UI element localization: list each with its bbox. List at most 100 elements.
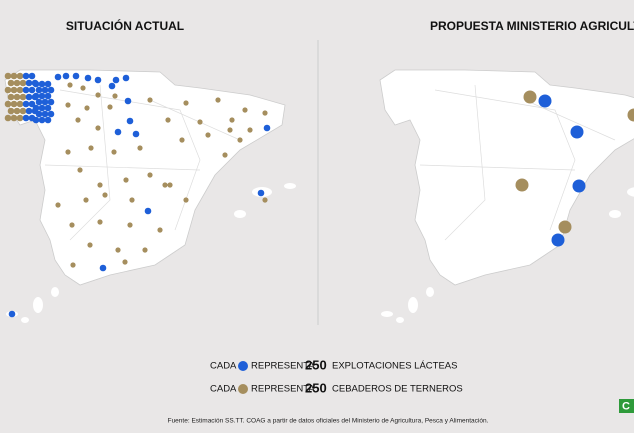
- dot: [558, 220, 572, 234]
- dot: [70, 262, 76, 268]
- dot: [247, 127, 253, 133]
- dot: [22, 114, 30, 122]
- dot: [72, 72, 80, 80]
- logo: [619, 399, 634, 413]
- dot: [137, 145, 143, 151]
- dot: [523, 90, 537, 104]
- dot: [55, 202, 61, 208]
- legend-amount: 250: [305, 380, 327, 395]
- dot: [183, 100, 189, 106]
- dot: [115, 247, 121, 253]
- dot: [99, 264, 107, 272]
- dot: [38, 104, 46, 112]
- dot: [88, 145, 94, 151]
- dot: [10, 86, 18, 94]
- dot: [123, 177, 129, 183]
- dot: [41, 98, 49, 106]
- dot: [44, 92, 52, 100]
- dot: [10, 114, 18, 122]
- dot: [19, 79, 27, 87]
- dot: [167, 182, 173, 188]
- dot: [222, 152, 228, 158]
- dot: [127, 222, 133, 228]
- dot: [229, 117, 235, 123]
- dot: [242, 107, 248, 113]
- dot: [95, 125, 101, 131]
- dot: [107, 104, 113, 110]
- dot: [4, 114, 12, 122]
- dot: [102, 192, 108, 198]
- dot: [35, 98, 43, 106]
- dot: [69, 222, 75, 228]
- dot: [10, 72, 18, 80]
- dot: [7, 79, 15, 87]
- dot: [25, 79, 33, 87]
- dot: [28, 86, 36, 94]
- dot: [132, 130, 140, 138]
- dot: [13, 107, 21, 115]
- dot: [28, 100, 36, 108]
- dot: [572, 179, 586, 193]
- dot: [551, 233, 565, 247]
- title-right: PROPUESTA MINISTERIO AGRICULTURA: [430, 19, 634, 33]
- dot: [35, 110, 43, 118]
- legend-label: CEBADEROS DE TERNEROS: [332, 384, 463, 395]
- dot: [19, 93, 27, 101]
- dot: [16, 86, 24, 94]
- dot: [262, 110, 268, 116]
- dot: [32, 92, 40, 100]
- dot: [84, 74, 92, 82]
- dot: [47, 110, 55, 118]
- dot: [162, 182, 168, 188]
- dot: [62, 72, 70, 80]
- dots: [4, 72, 634, 318]
- legend: CADA REPRESENTA 250 EXPLOTACIONES LÁCTEA…: [210, 357, 463, 395]
- dot: [122, 259, 128, 265]
- title-left: SITUACIÓN ACTUAL: [66, 18, 184, 33]
- dot: [165, 117, 171, 123]
- dot: [197, 119, 203, 125]
- dot: [4, 100, 12, 108]
- dot: [4, 72, 12, 80]
- legend-verb: REPRESENTA: [251, 361, 315, 372]
- dot: [112, 76, 120, 84]
- legend-dot: [238, 384, 248, 394]
- dot: [84, 105, 90, 111]
- dot: [112, 93, 118, 99]
- dot: [147, 172, 153, 178]
- dot: [16, 114, 24, 122]
- dot: [111, 149, 117, 155]
- dot: [65, 149, 71, 155]
- source: Fuente: Estimación SS.TT. COAG a partir …: [168, 418, 489, 425]
- dot: [22, 86, 30, 94]
- dot: [35, 86, 43, 94]
- dot: [205, 132, 211, 138]
- dot: [87, 242, 93, 248]
- dot: [257, 189, 265, 197]
- dot: [627, 108, 634, 122]
- dot: [32, 80, 40, 88]
- legend-label: EXPLOTACIONES LÁCTEAS: [332, 361, 457, 372]
- dot: [38, 80, 46, 88]
- dot: [7, 107, 15, 115]
- dot: [515, 178, 529, 192]
- dot: [47, 98, 55, 106]
- dot: [108, 82, 116, 90]
- dot: [19, 107, 27, 115]
- dot: [44, 104, 52, 112]
- dot: [570, 125, 584, 139]
- legend-dot: [238, 361, 248, 371]
- dot: [157, 227, 163, 233]
- dot: [97, 182, 103, 188]
- legend-verb: REPRESENTA: [251, 384, 315, 395]
- dot: [129, 197, 135, 203]
- dot: [77, 167, 83, 173]
- dot: [22, 72, 30, 80]
- dot: [538, 94, 552, 108]
- dot: [7, 93, 15, 101]
- dot: [227, 127, 233, 133]
- dot: [41, 86, 49, 94]
- dot: [142, 247, 148, 253]
- logo-text: C: [622, 400, 630, 412]
